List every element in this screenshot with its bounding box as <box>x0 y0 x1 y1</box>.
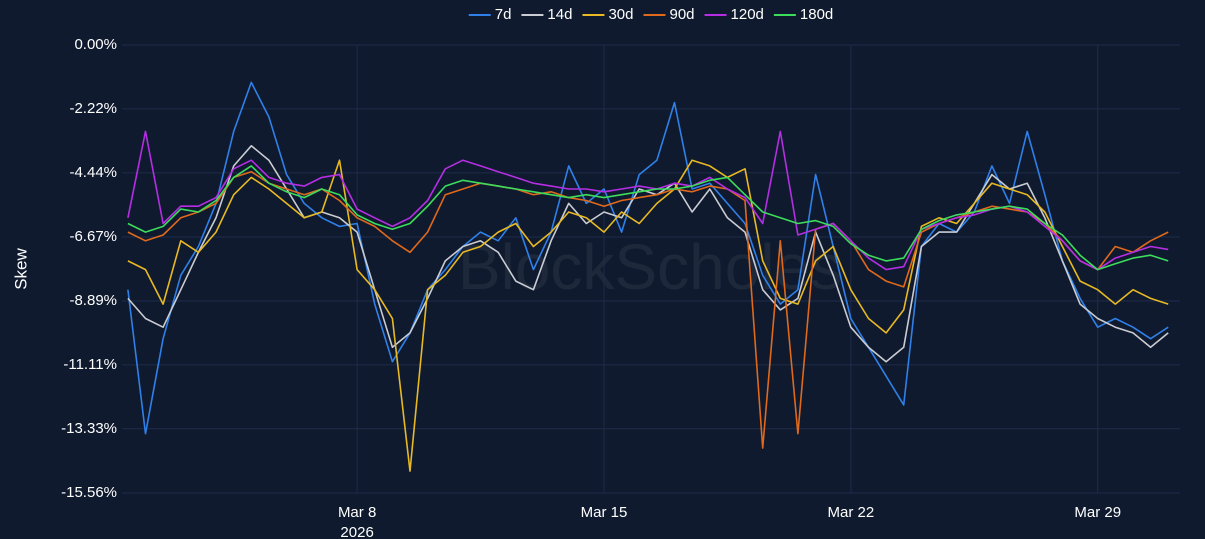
y-tick-label: -4.44% <box>69 164 117 181</box>
series-line <box>127 81 1169 435</box>
y-axis-title: Skew <box>11 247 30 289</box>
series-line <box>127 145 1169 363</box>
y-tick-label: -13.33% <box>61 420 117 437</box>
x-tick-label: Mar 22 <box>828 504 875 521</box>
series-line <box>127 165 1169 271</box>
series-line <box>127 159 1169 472</box>
series-line <box>127 170 1169 449</box>
legend-label: 30d <box>608 6 633 23</box>
x-tick-label: Mar 15 <box>581 504 628 521</box>
legend-label: 90d <box>669 6 694 23</box>
y-tick-label: -11.11% <box>63 356 117 373</box>
legend-label: 14d <box>547 6 572 23</box>
legend-label: 120d <box>731 6 764 23</box>
y-tick-label: -8.89% <box>69 292 117 309</box>
legend-label: 7d <box>495 6 512 23</box>
legend-label: 180d <box>800 6 833 23</box>
x-tick-year: 2026 <box>340 524 373 539</box>
y-tick-label: 0.00% <box>74 36 117 53</box>
x-tick-label: Mar 29 <box>1074 504 1121 521</box>
y-tick-label: -6.67% <box>69 228 117 245</box>
y-tick-label: -2.22% <box>69 100 117 117</box>
y-tick-label: -15.56% <box>61 484 117 501</box>
x-tick-label: Mar 8 <box>338 504 376 521</box>
legend: 7d 14d 30d 90d 120d 180d <box>468 6 833 23</box>
